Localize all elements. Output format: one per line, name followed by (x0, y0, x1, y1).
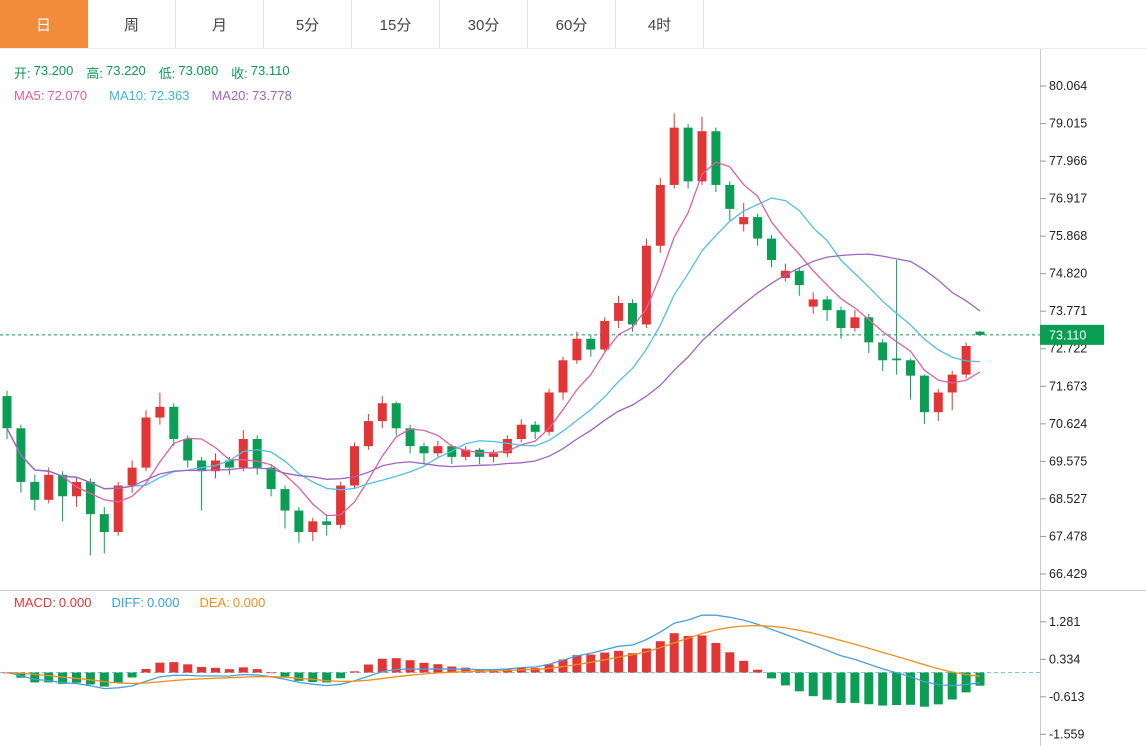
tab-30min[interactable]: 30分 (440, 0, 528, 48)
svg-text:69.575: 69.575 (1049, 454, 1087, 468)
svg-text:68.527: 68.527 (1049, 492, 1087, 506)
ma5-value: MA5: 72.070 (14, 88, 88, 103)
macd-histogram (2, 633, 985, 707)
ma10-value: MA10: 72.363 (109, 88, 190, 103)
ma20-value: MA20: 73.778 (211, 88, 292, 103)
tab-week[interactable]: 周 (88, 0, 176, 48)
svg-text:66.429: 66.429 (1049, 567, 1087, 581)
svg-text:67.478: 67.478 (1049, 529, 1087, 543)
timeframe-toolbar: 日 周 月 5分 15分 30分 60分 4时 (0, 0, 1146, 49)
diff-value: DIFF: 0.000 (111, 595, 180, 610)
svg-text:-0.613: -0.613 (1049, 690, 1084, 704)
price-y-axis: 80.064 79.015 77.966 76.917 75.868 74.820 73.7… (1040, 79, 1087, 581)
svg-text:72.722: 72.722 (1049, 342, 1087, 356)
ma10-line (6, 197, 981, 491)
tab-5min[interactable]: 5分 (264, 0, 352, 48)
high-value: 高: 73.220 (86, 63, 146, 81)
svg-text:70.624: 70.624 (1049, 417, 1087, 431)
ohlc-info: 开: 73.200 高: 73.220 低: 73.080 收: 73.110 (14, 63, 290, 82)
ma-info: MA5: 72.070 MA10: 72.363 MA20: 73.778 (14, 88, 292, 103)
diff-line (6, 614, 981, 690)
svg-text:71.673: 71.673 (1049, 379, 1087, 393)
macd-info: MACD: 0.000 DIFF: 0.000 DEA: 0.000 (14, 595, 265, 610)
tab-60min[interactable]: 60分 (528, 0, 616, 48)
svg-text:-1.559: -1.559 (1049, 727, 1084, 741)
ma5-line (6, 161, 981, 517)
close-value: 收: 73.110 (231, 63, 290, 81)
open-value: 开: 73.200 (14, 63, 74, 81)
svg-text:79.015: 79.015 (1049, 117, 1087, 131)
macd-y-axis: 1.281 0.334 -0.613 -1.559 (1040, 615, 1084, 741)
panel-frame (0, 48, 1146, 746)
tab-day[interactable]: 日 (0, 0, 88, 48)
svg-text:0.334: 0.334 (1049, 652, 1080, 666)
tab-month[interactable]: 月 (176, 0, 264, 48)
svg-text:75.868: 75.868 (1049, 229, 1087, 243)
dea-value: DEA: 0.000 (199, 595, 266, 610)
svg-text:80.064: 80.064 (1049, 79, 1087, 93)
last-price-badge: 73.110 (1040, 324, 1104, 345)
macd-value: MACD: 0.000 (14, 595, 92, 610)
svg-text:74.820: 74.820 (1049, 267, 1087, 281)
svg-text:73.771: 73.771 (1049, 304, 1087, 318)
low-value: 低: 73.080 (158, 63, 219, 81)
tab-4hour[interactable]: 4时 (616, 0, 704, 48)
svg-text:77.966: 77.966 (1049, 154, 1087, 168)
svg-text:76.917: 76.917 (1049, 192, 1087, 206)
svg-text:73.110: 73.110 (1049, 328, 1086, 342)
dea-line (6, 624, 981, 685)
candles-layer (2, 113, 985, 556)
ma20-line (6, 253, 981, 490)
svg-text:1.281: 1.281 (1049, 615, 1080, 629)
tab-15min[interactable]: 15分 (352, 0, 440, 48)
